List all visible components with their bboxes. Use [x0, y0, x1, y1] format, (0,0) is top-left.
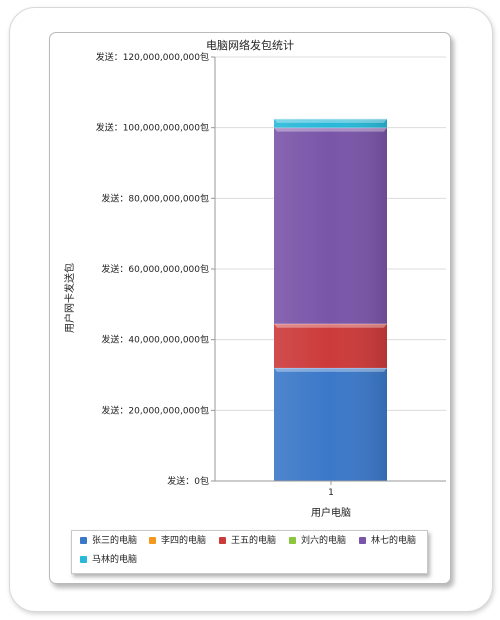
bar-segment-0 — [274, 367, 387, 481]
chart-plot: 电脑网络发包统计 发送：0包 发送：20,000,000,000包发送：40,00… — [63, 38, 446, 519]
bar-segment-2 — [274, 323, 387, 368]
y-tick-label: 发送：100,000,000,000包 — [96, 122, 209, 134]
chart-legend: 张三的电脑 李四的电脑 王五的电脑 刘六的电脑 林七的电脑马林的电脑 — [71, 530, 428, 574]
legend-swatch — [359, 537, 366, 544]
bar-segment-bevel — [274, 118, 387, 123]
legend-swatch — [289, 537, 296, 544]
y-tick-labels: 发送：0包 发送：20,000,000,000包发送：40,000,000,000… — [96, 51, 215, 487]
legend-swatch — [149, 537, 156, 544]
legend-label: 王五的电脑 — [231, 536, 277, 546]
y-tick-label: 发送：80,000,000,000包 — [101, 192, 209, 204]
chart-panel: 电脑网络发包统计 发送：0包 发送：20,000,000,000包 发送：40,00… — [49, 32, 451, 584]
y-tick-label: 发送：40,000,000,000包 — [101, 334, 209, 346]
bar-segment-bevel — [274, 323, 387, 328]
axes — [214, 57, 446, 485]
legend-label: 林七的电脑 — [371, 536, 417, 546]
y-tick-label: 发送：20,000,000,000包 — [101, 404, 209, 416]
legend-label: 刘六的电脑 — [301, 536, 347, 546]
chart-title: 电脑网络发包统计 — [206, 38, 294, 52]
bar-segment-bevel — [274, 127, 387, 132]
y-tick-label: 发送：0包 — [167, 475, 209, 487]
y-axis-label: 用户网卡发送包 — [63, 263, 76, 333]
bar-segment-shade — [274, 323, 387, 368]
x-tick-label: 1 — [328, 488, 334, 498]
bar-segment-shade — [274, 118, 387, 128]
legend-swatch — [219, 537, 226, 544]
bar-segment-shade — [274, 127, 387, 324]
stacked-bars — [274, 118, 387, 481]
y-tick-label: 发送：120,000,000,000包 — [96, 51, 209, 63]
legend-swatch — [80, 537, 87, 544]
legend-label: 张三的电脑 — [92, 536, 138, 546]
legend-swatch — [80, 556, 87, 563]
legend-label: 李四的电脑 — [161, 536, 207, 546]
bar-segment-4 — [274, 127, 387, 324]
y-tick-label: 发送：60,000,000,000包 — [101, 263, 209, 275]
legend-label: 马林的电脑 — [92, 555, 138, 565]
bar-segment-bevel — [274, 367, 387, 372]
x-axis-label: 用户电脑 — [311, 506, 351, 519]
bar-segment-shade — [274, 367, 387, 481]
bar-segment-5 — [274, 118, 387, 128]
